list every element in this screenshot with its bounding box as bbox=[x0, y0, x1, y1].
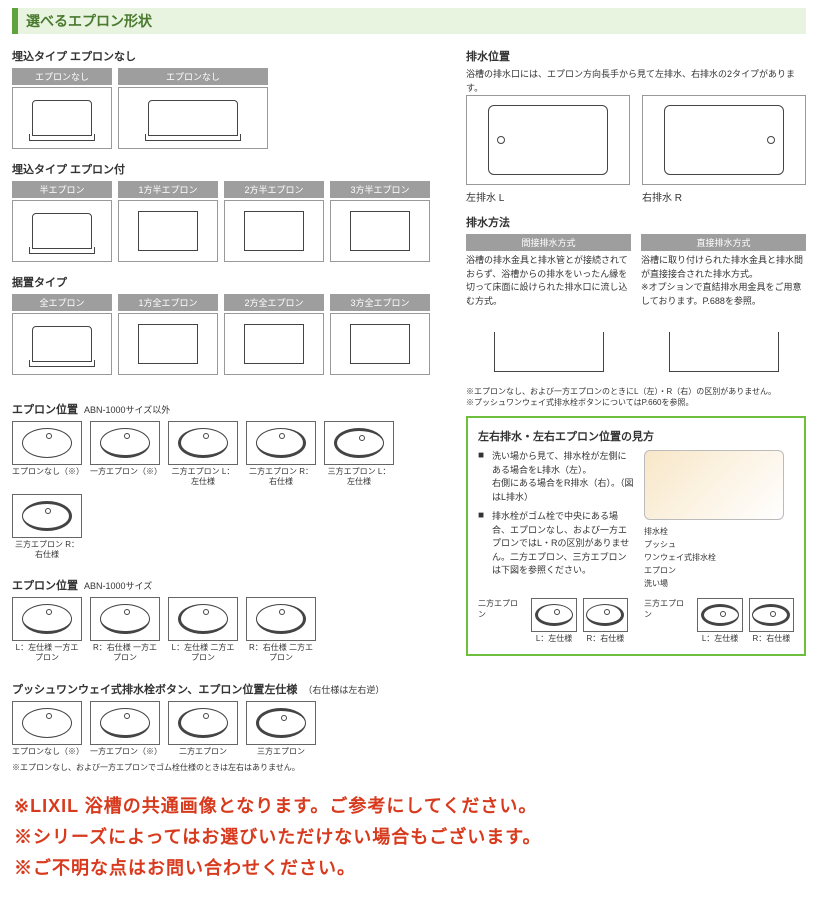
drain-diagram bbox=[642, 95, 806, 185]
tub-diagram bbox=[12, 313, 112, 375]
direct-desc: 浴槽に取り付けられた排水金具と排水間が直接接合された排水方式。 ※オプションで直… bbox=[641, 254, 806, 308]
right-column: 排水位置 浴槽の排水口には、エプロン方向長手から見て左排水、右排水の2タイプがあ… bbox=[466, 44, 806, 773]
indirect-label: 間接排水方式 bbox=[466, 234, 631, 251]
left-column: 埋込タイプ エプロンなし エプロンなし エプロンなし 埋込タイプ エプロン付 半… bbox=[12, 44, 452, 773]
push-btn-note: ※エプロンなし、および一方エプロンでゴム栓仕様のときは左右はありません。 bbox=[12, 762, 452, 773]
standing-cell: 1方全エプロン bbox=[118, 294, 218, 375]
bullet-icon: ■ bbox=[478, 450, 488, 504]
apron-cell: 三方エプロン L：左仕様 bbox=[324, 421, 394, 486]
apron-cell: 一方エプロン（※） bbox=[90, 701, 160, 757]
embed-cell: エプロンなし bbox=[118, 68, 268, 149]
apron-cell: R：右仕様 一方エプロン bbox=[90, 597, 160, 662]
tub-illustration bbox=[644, 450, 784, 520]
apron-note-2: ※プッシュワンウェイ式排水栓ボタンについてはP.660を参照。 bbox=[466, 397, 806, 408]
tub-diagram bbox=[224, 313, 324, 375]
embed-cell: 2方半エプロン bbox=[224, 181, 324, 262]
drain-diagram bbox=[466, 95, 630, 185]
variant-label: エプロンなし bbox=[12, 68, 112, 85]
tub-diagram bbox=[12, 87, 112, 149]
tub-diagram bbox=[118, 87, 268, 149]
drain-right-cell: 右排水 R bbox=[642, 95, 806, 204]
tub-diagram bbox=[330, 313, 430, 375]
illus-labels: 排水栓 プッシュ ワンウェイ式排水栓 エプロン 洗い場 bbox=[644, 526, 794, 590]
mini-cell: R：右仕様 bbox=[749, 598, 794, 644]
apron-cell: 二方エプロン bbox=[168, 701, 238, 757]
apron-pos-1000-suffix: ABN-1000サイズ bbox=[84, 579, 152, 592]
tub-diagram bbox=[12, 200, 112, 262]
variant-label: 3方半エプロン bbox=[330, 181, 430, 198]
standing-cell: 全エプロン bbox=[12, 294, 112, 375]
guide-bullet-1: 洗い場から見て、排水栓が左側にある場合をL排水（左）。 右側にある場合をR排水（… bbox=[492, 450, 634, 504]
footer-line-3: ※ご不明な点はお問い合わせください。 bbox=[14, 853, 804, 884]
variant-label: 2方半エプロン bbox=[224, 181, 324, 198]
mini-cell: L：左仕様 bbox=[531, 598, 576, 644]
drain-pos-title: 排水位置 bbox=[466, 48, 806, 64]
indirect-desc: 浴槽の排水金具と排水管とが接続されておらず、浴槽からの排水をいったん縁を切って床… bbox=[466, 254, 631, 308]
variant-label: 1方半エプロン bbox=[118, 181, 218, 198]
direct-label: 直接排水方式 bbox=[641, 234, 806, 251]
footer-line-1: ※LIXIL 浴槽の共通画像となります。ご参考にしてください。 bbox=[14, 791, 804, 822]
indirect-col: 間接排水方式 浴槽の排水金具と排水管とが接続されておらず、浴槽からの排水をいった… bbox=[466, 234, 631, 372]
embed-cell: 半エプロン bbox=[12, 181, 112, 262]
apron-cell: L：左仕様 一方エプロン bbox=[12, 597, 82, 662]
tub-diagram bbox=[330, 200, 430, 262]
apron-pos-title: エプロン位置 bbox=[12, 401, 78, 417]
apron-cell: 二方エプロン L：左仕様 bbox=[168, 421, 238, 486]
variant-label: 半エプロン bbox=[12, 181, 112, 198]
variant-label: エプロンなし bbox=[118, 68, 268, 85]
drain-right-label: 右排水 R bbox=[642, 189, 806, 204]
indirect-diagram bbox=[466, 308, 631, 372]
apron-pos-1000-title: エプロン位置 bbox=[12, 577, 78, 593]
bullet-icon: ■ bbox=[478, 510, 488, 578]
variant-label: 1方全エプロン bbox=[118, 294, 218, 311]
tub-diagram bbox=[224, 200, 324, 262]
apron-pos-suffix: ABN-1000サイズ以外 bbox=[84, 403, 170, 416]
apron-cell: 二方エプロン R：右仕様 bbox=[246, 421, 316, 486]
push-btn-title: プッシュワンウェイ式排水栓ボタン、エプロン位置左仕様 bbox=[12, 681, 297, 697]
mini-cell: R：右仕様 bbox=[583, 598, 628, 644]
apron-cell: R：右仕様 二方エプロン bbox=[246, 597, 316, 662]
embed-cell: エプロンなし bbox=[12, 68, 112, 149]
tub-diagram bbox=[118, 313, 218, 375]
direct-col: 直接排水方式 浴槽に取り付けられた排水金具と排水間が直接接合された排水方式。 ※… bbox=[641, 234, 806, 372]
drain-pos-desc: 浴槽の排水口には、エプロン方向長手から見て左排水、右排水の2タイプがあります。 bbox=[466, 68, 806, 95]
guide-title: 左右排水・左右エプロン位置の見方 bbox=[478, 428, 794, 444]
variant-label: 全エプロン bbox=[12, 294, 112, 311]
drain-left-cell: 左排水 L bbox=[466, 95, 630, 204]
embed-no-apron-title: 埋込タイプ エプロンなし bbox=[12, 48, 452, 64]
apron-note-1: ※エプロンなし、および一方エプロンのときにL（左）・R（右）の区別がありません。 bbox=[466, 386, 806, 397]
embed-cell: 3方半エプロン bbox=[330, 181, 430, 262]
variant-label: 2方全エプロン bbox=[224, 294, 324, 311]
push-btn-suffix: （右仕様は左右逆） bbox=[303, 683, 384, 696]
apron-cell: エプロンなし（※） bbox=[12, 421, 82, 486]
apron-cell: 一方エプロン（※） bbox=[90, 421, 160, 486]
direct-diagram bbox=[641, 308, 806, 372]
embed-cell: 1方半エプロン bbox=[118, 181, 218, 262]
drain-method-title: 排水方法 bbox=[466, 214, 806, 230]
tub-diagram bbox=[118, 200, 218, 262]
mini-cell: L：左仕様 bbox=[697, 598, 742, 644]
apron-cell: 三方エプロン bbox=[246, 701, 316, 757]
three-way-label: 三方エプロン bbox=[644, 598, 687, 620]
guide-bullet-2: 排水栓がゴム栓で中央にある場合、エプロンなし、および一方エプロンではL・Rの区別… bbox=[492, 510, 634, 578]
standing-cell: 3方全エプロン bbox=[330, 294, 430, 375]
apron-cell: エプロンなし（※） bbox=[12, 701, 82, 757]
two-way-label: 二方エプロン bbox=[478, 598, 521, 620]
footer-line-2: ※シリーズによってはお選びいただけない場合もございます。 bbox=[14, 822, 804, 853]
footer-notes: ※LIXIL 浴槽の共通画像となります。ご参考にしてください。 ※シリーズによっ… bbox=[0, 781, 818, 897]
drain-left-label: 左排水 L bbox=[466, 189, 630, 204]
standing-title: 据置タイプ bbox=[12, 274, 452, 290]
guide-box: 左右排水・左右エプロン位置の見方 ■ 洗い場から見て、排水栓が左側にある場合をL… bbox=[466, 416, 806, 656]
apron-cell: L：左仕様 二方エプロン bbox=[168, 597, 238, 662]
main-title: 選べるエプロン形状 bbox=[12, 8, 806, 34]
apron-cell: 三方エプロン R：右仕様 bbox=[12, 494, 82, 559]
standing-cell: 2方全エプロン bbox=[224, 294, 324, 375]
embed-apron-title: 埋込タイプ エプロン付 bbox=[12, 161, 452, 177]
variant-label: 3方全エプロン bbox=[330, 294, 430, 311]
